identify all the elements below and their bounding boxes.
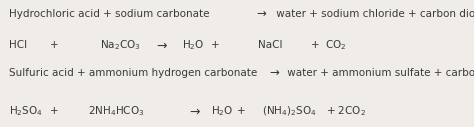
- Text: HCl: HCl: [9, 40, 27, 50]
- Text: Sulfuric acid + ammonium hydrogen carbonate: Sulfuric acid + ammonium hydrogen carbon…: [9, 68, 261, 78]
- Text: $\mathrm{2NH_4HCO_3}$: $\mathrm{2NH_4HCO_3}$: [88, 104, 144, 118]
- Text: water + ammonium sulfate + carbon dioxide: water + ammonium sulfate + carbon dioxid…: [284, 68, 474, 78]
- Text: $\mathrm{Na_2CO_3}$: $\mathrm{Na_2CO_3}$: [100, 38, 140, 52]
- Text: $\rightarrow$: $\rightarrow$: [267, 66, 281, 79]
- Text: $\rightarrow$: $\rightarrow$: [154, 38, 168, 51]
- Text: +: +: [50, 40, 58, 50]
- Text: $\rightarrow$: $\rightarrow$: [254, 6, 267, 20]
- Text: +  $\mathrm{CO_2}$: + $\mathrm{CO_2}$: [310, 38, 347, 52]
- Text: $\mathrm{H_2O}$: $\mathrm{H_2O}$: [182, 38, 205, 52]
- Text: $\mathrm{H_2O}$: $\mathrm{H_2O}$: [211, 104, 233, 118]
- Text: + $\mathrm{2CO_2}$: + $\mathrm{2CO_2}$: [326, 104, 366, 118]
- Text: +: +: [237, 106, 246, 116]
- Text: water + sodium chloride + carbon dioxide: water + sodium chloride + carbon dioxide: [273, 9, 474, 19]
- Text: +: +: [50, 106, 58, 116]
- Text: $\rightarrow$: $\rightarrow$: [187, 104, 201, 117]
- Text: +: +: [211, 40, 219, 50]
- Text: Hydrochloric acid + sodium carbonate: Hydrochloric acid + sodium carbonate: [9, 9, 213, 19]
- Text: $\mathrm{(NH_4)_2SO_4}$: $\mathrm{(NH_4)_2SO_4}$: [262, 105, 317, 118]
- Text: NaCl: NaCl: [258, 40, 283, 50]
- Text: $\mathrm{H_2SO_4}$: $\mathrm{H_2SO_4}$: [9, 104, 43, 118]
